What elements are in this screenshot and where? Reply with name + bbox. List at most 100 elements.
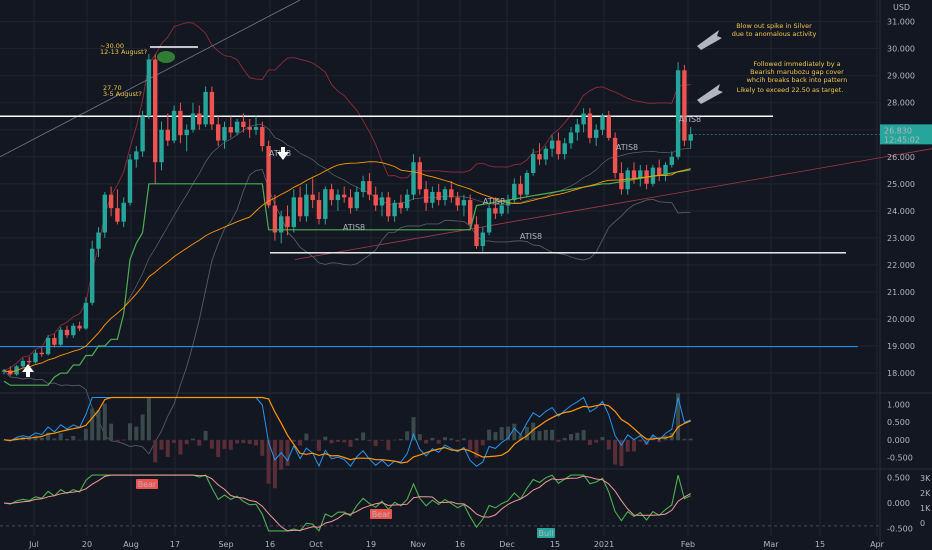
- osc1-histogram-bar: [134, 426, 139, 441]
- candle-body: [64, 329, 70, 336]
- candle-body: [587, 113, 593, 138]
- candle: [663, 162, 668, 182]
- osc1-histogram-bar: [140, 414, 145, 441]
- time-tick-label-line: 17: [170, 540, 180, 549]
- osc1-histogram-bar: [657, 439, 662, 443]
- candle-body: [52, 337, 57, 345]
- annotation-blowout-line: due to anomalous activity: [732, 30, 817, 38]
- price-tick-label: 21.000: [887, 288, 915, 297]
- osc1-histogram-bar: [335, 439, 340, 442]
- candle-body: [417, 162, 422, 190]
- osc1-histogram-bar: [191, 438, 195, 441]
- price-tick-label-line: 24.000: [887, 207, 915, 216]
- osc2-right-tick-label: 3K: [920, 474, 931, 483]
- candle: [493, 197, 498, 219]
- osc1-histogram-bar: [632, 439, 636, 452]
- osc1-histogram-bar: [430, 437, 435, 441]
- osc1-histogram-bar: [153, 439, 158, 463]
- osc1-histogram-bar: [266, 439, 271, 484]
- osc2-tick-label-line: 0.500: [887, 474, 910, 483]
- candle: [575, 118, 580, 141]
- osc1-histogram-bar: [581, 430, 586, 441]
- price-tick-label-line: 19.000: [887, 342, 915, 351]
- candle-body: [612, 137, 618, 174]
- annotation-target: Likely to exceed 22.50 as target.: [737, 86, 844, 94]
- candle: [241, 113, 246, 133]
- candle-body: [146, 59, 152, 117]
- osc1-histogram-bar: [537, 431, 542, 441]
- candle-body: [606, 116, 611, 138]
- candle: [386, 191, 391, 222]
- candle-body: [386, 197, 391, 217]
- time-tick-label-line: Apr: [870, 540, 885, 549]
- candle-body: [134, 151, 139, 160]
- osc1-histogram-bar: [386, 439, 391, 451]
- candle-body: [171, 110, 177, 141]
- osc1-histogram-bar: [380, 439, 384, 441]
- osc1-histogram-bar: [619, 439, 624, 467]
- time-tick-label-line: 15: [815, 540, 825, 549]
- candle: [71, 323, 76, 338]
- osc1-histogram-bar: [512, 423, 517, 441]
- atis-signal-label: ATIS8: [520, 232, 542, 241]
- candle-body: [430, 191, 435, 203]
- bear-signal-label-line: Bear: [138, 480, 157, 489]
- horizontal-levels[interactable]: [0, 46, 858, 348]
- candle: [304, 183, 309, 222]
- osc1-histogram-bar: [600, 437, 605, 441]
- price-tick-label-line: 21.000: [887, 288, 915, 297]
- candle: [171, 105, 177, 144]
- osc1-histogram-bar: [228, 439, 233, 450]
- candle-body: [342, 194, 347, 198]
- time-tick-label-line: 16: [265, 540, 275, 549]
- time-tick-label: 17: [170, 540, 180, 549]
- osc1-histogram-bar: [90, 408, 95, 441]
- candle: [33, 350, 38, 364]
- price-tick-label: 29.000: [887, 72, 915, 81]
- candle: [90, 240, 95, 306]
- osc1-histogram-bar: [128, 423, 132, 441]
- candle: [247, 118, 252, 138]
- annotation-aug-low: 27.70 3-5 August?: [103, 84, 142, 98]
- slow-moving-average: [3, 161, 691, 373]
- annotation-followed-line: Bearish marubozu gap cover: [750, 68, 844, 76]
- candle-body: [556, 140, 561, 155]
- candle-body: [90, 248, 95, 303]
- candle-body: [531, 154, 536, 174]
- candle: [165, 113, 170, 146]
- mid-band: [3, 124, 691, 373]
- candle-body: [455, 197, 460, 206]
- lower-band: [3, 169, 691, 455]
- osc1-histogram-bar: [424, 439, 429, 444]
- osc1-histogram-bar: [688, 438, 693, 441]
- candle: [568, 127, 574, 149]
- candle: [115, 189, 120, 225]
- atis-signal-label-line: ATIS8: [343, 223, 365, 232]
- candle-body: [108, 194, 114, 209]
- osc1-tick-label-line: 0.000: [887, 436, 910, 445]
- osc1-histogram-bar: [676, 393, 681, 441]
- osc1-histogram-bar: [594, 439, 599, 443]
- osc1-tick-label-line: 1.000: [887, 401, 910, 410]
- candle: [549, 135, 555, 157]
- candle: [675, 62, 681, 160]
- osc1-histogram-bar: [392, 439, 397, 441]
- candle: [329, 183, 334, 206]
- candlestick-series: [1, 54, 693, 376]
- osc1-histogram-bar: [587, 439, 592, 446]
- osc1-histogram-bar: [405, 431, 410, 441]
- last-price-tag[interactable]: [880, 124, 932, 145]
- candle: [379, 191, 385, 217]
- candle-body: [486, 208, 492, 233]
- candle: [417, 156, 422, 195]
- candle: [153, 54, 158, 184]
- candle: [83, 297, 89, 330]
- price-tick-label-line: 29.000: [887, 72, 915, 81]
- candle: [64, 325, 70, 338]
- annotation-aug-high-line: ~30.00: [100, 42, 124, 50]
- candle-body: [297, 197, 303, 217]
- price-tick-label: 25.000: [887, 180, 915, 189]
- time-tick-label: 2021: [594, 540, 614, 549]
